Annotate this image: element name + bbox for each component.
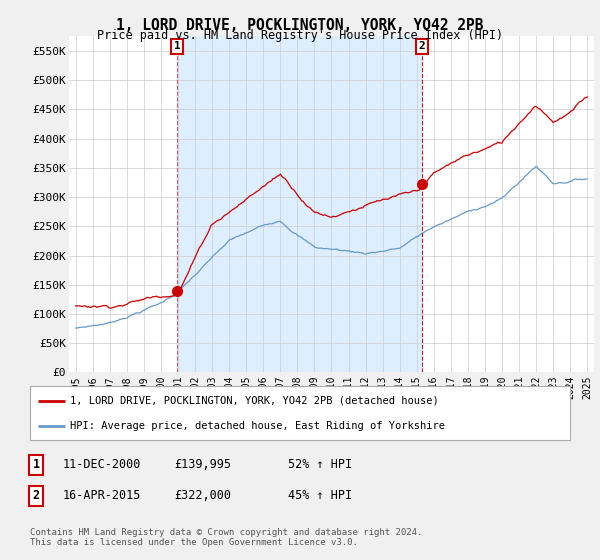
Text: £322,000: £322,000 [174,489,231,502]
Text: Price paid vs. HM Land Registry's House Price Index (HPI): Price paid vs. HM Land Registry's House … [97,29,503,42]
Text: 2: 2 [32,489,40,502]
Text: HPI: Average price, detached house, East Riding of Yorkshire: HPI: Average price, detached house, East… [71,421,445,431]
Text: 1, LORD DRIVE, POCKLINGTON, YORK, YO42 2PB: 1, LORD DRIVE, POCKLINGTON, YORK, YO42 2… [116,18,484,33]
Bar [177,36,422,372]
Text: Contains HM Land Registry data © Crown copyright and database right 2024.
This d: Contains HM Land Registry data © Crown c… [30,528,422,547]
Text: 52% ↑ HPI: 52% ↑ HPI [288,458,352,472]
Text: 16-APR-2015: 16-APR-2015 [63,489,142,502]
Text: 1, LORD DRIVE, POCKLINGTON, YORK, YO42 2PB (detached house): 1, LORD DRIVE, POCKLINGTON, YORK, YO42 2… [71,396,439,406]
Text: 11-DEC-2000: 11-DEC-2000 [63,458,142,472]
Text: 1: 1 [174,41,181,52]
Text: 45% ↑ HPI: 45% ↑ HPI [288,489,352,502]
Text: 1: 1 [32,458,40,472]
Text: 2: 2 [418,41,425,52]
Text: £139,995: £139,995 [174,458,231,472]
